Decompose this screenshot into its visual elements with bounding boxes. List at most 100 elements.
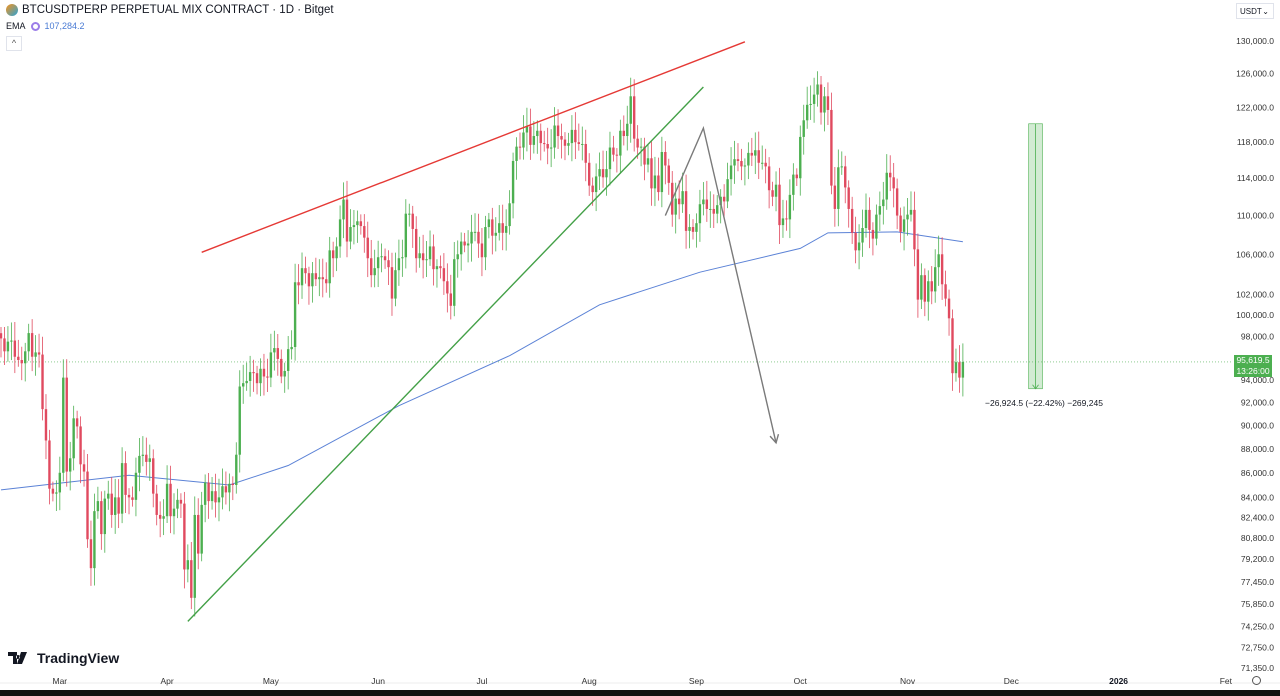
candle-body — [508, 203, 511, 227]
candle-body — [743, 165, 747, 167]
candle-body — [449, 293, 452, 306]
candle-body — [186, 560, 190, 570]
candle-body — [667, 165, 670, 183]
candle-body — [169, 483, 172, 517]
candle-body — [961, 361, 965, 378]
candle-body — [439, 266, 442, 269]
candle-body — [875, 214, 878, 239]
candle-body — [470, 231, 473, 244]
candle-body — [190, 560, 193, 598]
price-tick-label: 71,350.0 — [1241, 663, 1274, 673]
candle-body — [805, 104, 809, 121]
candle-body — [608, 147, 612, 170]
candle-body — [328, 250, 331, 284]
chart-settings-icon[interactable] — [1252, 676, 1261, 685]
candle-body — [117, 497, 120, 514]
candle-body — [27, 333, 30, 352]
candle-body — [584, 143, 587, 163]
candle-body — [134, 472, 138, 500]
candle-body — [286, 349, 290, 371]
candle-body — [34, 352, 37, 357]
price-tick-label: 84,000.0 — [1241, 492, 1274, 502]
candle-body — [626, 123, 629, 137]
ema-label: EMA — [6, 21, 26, 31]
candle-body — [480, 243, 484, 258]
candle-body — [352, 225, 356, 228]
candle-body — [639, 146, 643, 148]
candle-body — [82, 464, 86, 472]
candle-body — [795, 174, 798, 179]
price-tick-label: 77,450.0 — [1241, 577, 1274, 587]
currency-value: USDT — [1240, 7, 1262, 16]
candle-body — [594, 176, 598, 193]
candle-body — [335, 246, 338, 259]
candle-body — [158, 514, 162, 519]
candle-body — [276, 348, 279, 359]
candle-body — [646, 158, 650, 165]
symbol-header[interactable]: BTCUSDTPERP PERPETUAL MIX CONTRACT · 1D … — [6, 4, 334, 16]
candle-body — [899, 215, 902, 232]
candle-body — [107, 493, 110, 499]
candle-body — [892, 177, 895, 189]
candle-body — [823, 96, 826, 113]
candle-body — [487, 219, 491, 228]
candle-body — [940, 254, 944, 285]
candle-body — [722, 196, 726, 202]
candle-body — [176, 499, 179, 509]
candle-body — [411, 213, 414, 229]
candle-body — [349, 227, 352, 242]
candle-body — [909, 209, 913, 215]
collapse-legend-button[interactable]: ^ — [6, 36, 22, 51]
candle-body — [141, 454, 145, 456]
time-tick-label: Nov — [900, 676, 916, 686]
candle-body — [183, 503, 186, 570]
tradingview-logo[interactable]: TradingView — [8, 650, 119, 666]
candle-body — [297, 282, 300, 286]
candle-body — [473, 231, 477, 233]
candle-body — [442, 268, 446, 282]
candle-body — [172, 508, 176, 517]
candle-body — [103, 498, 106, 535]
candle-body — [453, 259, 456, 306]
candle-body — [781, 218, 785, 226]
candle-body — [373, 268, 376, 276]
candle-body — [785, 218, 788, 220]
candle-body — [307, 273, 311, 287]
currency-selector[interactable]: USDT ⌄ — [1236, 3, 1274, 19]
candle-body — [750, 152, 754, 156]
candle-body — [235, 454, 238, 486]
candle-body — [536, 130, 539, 137]
candle-body — [197, 514, 200, 554]
candle-body — [871, 229, 875, 239]
candle-body — [812, 94, 816, 104]
candle-body — [131, 497, 134, 500]
candle-body — [269, 352, 273, 378]
price-tick-label: 94,000.0 — [1241, 375, 1274, 385]
price-tick-label: 100,000.0 — [1236, 310, 1274, 320]
candle-body — [179, 499, 183, 504]
candle-body — [62, 377, 65, 473]
ema-legend[interactable]: EMA 107,284.2 — [6, 21, 85, 31]
candle-body — [927, 281, 930, 302]
candle-body — [394, 270, 397, 299]
candle-body — [72, 418, 75, 459]
candle-body — [684, 191, 688, 231]
candle-body — [58, 472, 62, 493]
candle-body — [844, 166, 847, 188]
candle-body — [504, 226, 508, 233]
candle-body — [124, 463, 127, 495]
candle-body — [522, 132, 525, 148]
candle-body — [937, 254, 940, 268]
candle-body — [799, 136, 802, 179]
candle-body — [338, 219, 342, 247]
candle-body — [30, 333, 34, 357]
candle-body — [643, 146, 646, 165]
candle-body — [79, 426, 82, 465]
ema-settings-icon[interactable] — [30, 21, 40, 31]
candle-body — [224, 486, 228, 493]
candle-body — [747, 152, 750, 166]
candle-body — [44, 409, 48, 441]
candle-body — [619, 130, 622, 156]
candle-body — [342, 199, 345, 220]
